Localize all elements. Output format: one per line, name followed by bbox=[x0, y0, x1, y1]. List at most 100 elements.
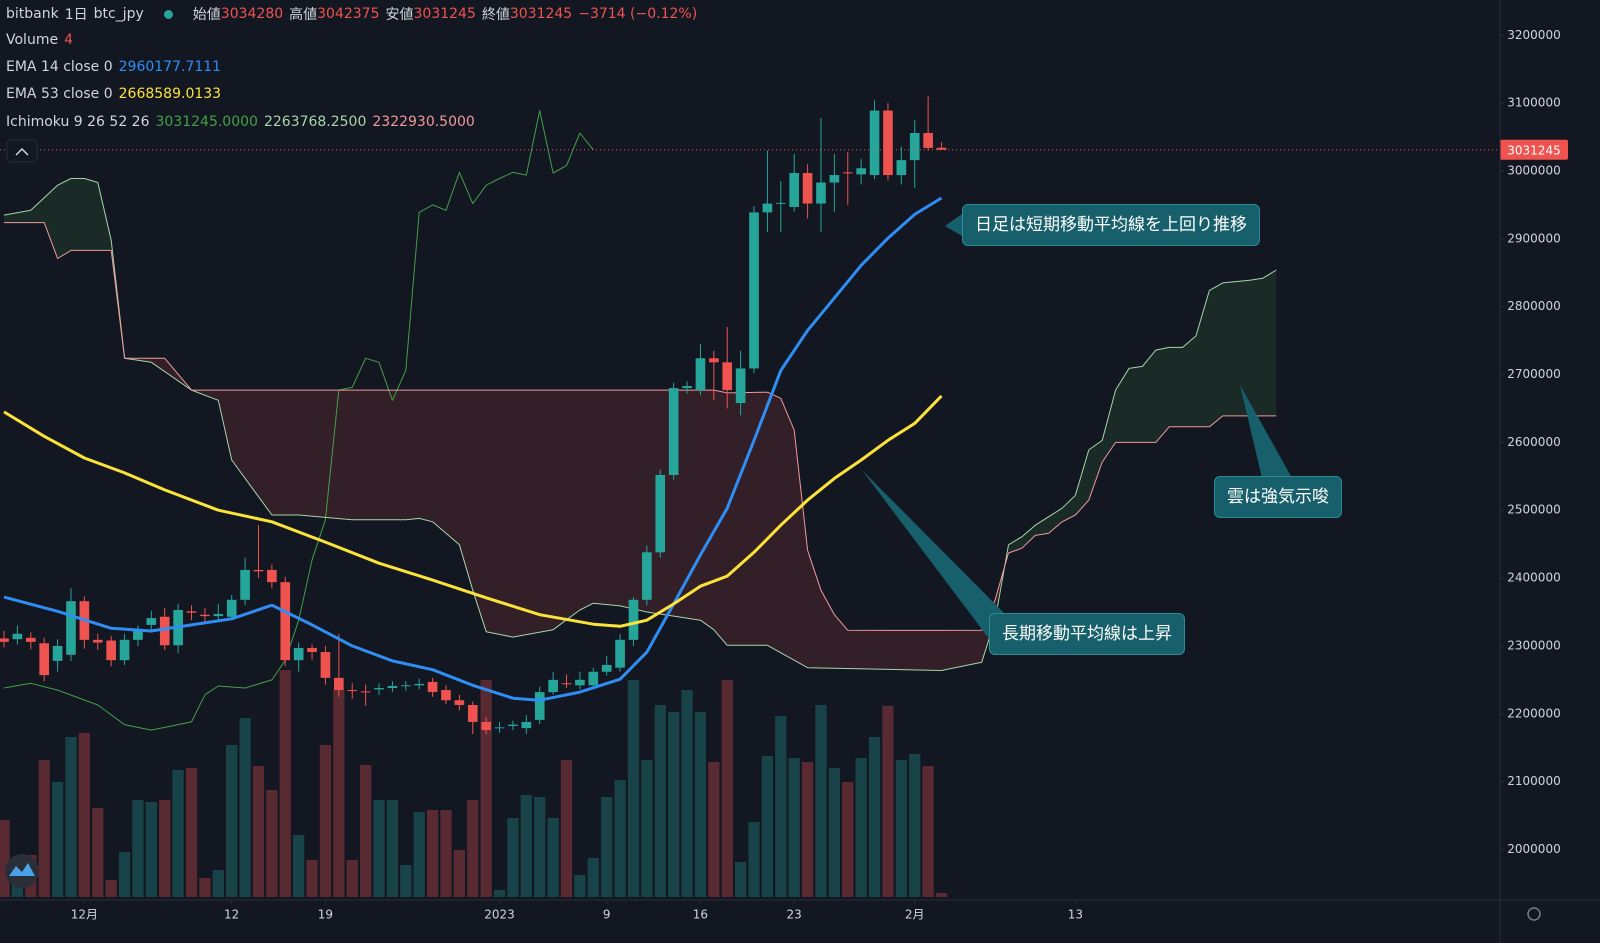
ohlc-value: 3031245 bbox=[509, 6, 573, 22]
legend-value: 2668589.0133 bbox=[118, 86, 222, 102]
candle-body bbox=[896, 160, 907, 176]
annotation: 日足は短期移動平均線を上回り推移 bbox=[962, 204, 1260, 246]
legend-name: EMA 14 close 0 bbox=[6, 59, 113, 75]
candle-body bbox=[668, 388, 679, 475]
candle-body bbox=[521, 721, 532, 729]
volume-bar bbox=[453, 850, 465, 897]
volume-bar bbox=[534, 797, 546, 897]
volume-bar bbox=[252, 766, 265, 897]
x-tick-label: 2023 bbox=[484, 908, 515, 922]
volume-bar bbox=[560, 760, 573, 897]
volume-bar bbox=[935, 893, 948, 897]
candle-body bbox=[467, 704, 478, 722]
change: −3714 (−0.12%) bbox=[578, 6, 698, 22]
volume-bar bbox=[520, 795, 532, 897]
x-tick-label: 23 bbox=[787, 908, 802, 922]
x-tick-label: 12 bbox=[224, 908, 239, 922]
legend-name: Volume bbox=[6, 32, 59, 48]
x-tick-label: 2月 bbox=[905, 908, 925, 922]
candle-body bbox=[414, 683, 425, 686]
y-tick-label: 2900000 bbox=[1507, 231, 1560, 245]
indicator-line bbox=[3, 196, 943, 702]
volume-bar bbox=[185, 768, 198, 897]
volume-bar bbox=[721, 680, 733, 897]
volume-bar bbox=[828, 768, 840, 897]
volume-bar bbox=[145, 802, 157, 897]
volume-bar bbox=[426, 810, 439, 897]
y-tick-label: 2000000 bbox=[1507, 842, 1560, 856]
volume-bar bbox=[641, 760, 653, 897]
candle-body bbox=[615, 639, 625, 668]
candle-body bbox=[588, 671, 599, 686]
logo[interactable] bbox=[5, 854, 39, 888]
legend-ema53: EMA 53 close 0 2668589.0133 bbox=[6, 86, 221, 102]
ohlc-value: 3042375 bbox=[317, 6, 380, 22]
volume-bar bbox=[895, 760, 907, 897]
volume-bar bbox=[51, 782, 64, 897]
collapse-button[interactable] bbox=[6, 139, 38, 163]
callout-pointer bbox=[945, 214, 962, 236]
ohlc-value: 3031245 bbox=[413, 6, 476, 22]
candle-body bbox=[802, 173, 813, 204]
y-tick-label: 2500000 bbox=[1507, 503, 1560, 517]
candle-body bbox=[936, 147, 947, 150]
legend-name: EMA 53 close 0 bbox=[6, 86, 113, 102]
volume-bar bbox=[574, 875, 586, 897]
y-tick-label: 2700000 bbox=[1507, 367, 1560, 381]
legend-name: Ichimoku 9 26 52 26 bbox=[6, 114, 150, 130]
candle-body bbox=[146, 618, 157, 625]
legend-ichimoku: Ichimoku 9 26 52 26 3031245.0000 2263768… bbox=[6, 114, 475, 130]
ohlc-label: 安値 bbox=[385, 7, 414, 23]
volume-bar bbox=[333, 690, 345, 897]
volume-bar bbox=[587, 858, 599, 897]
y-tick-label: 2200000 bbox=[1507, 706, 1560, 720]
volume-bar bbox=[92, 808, 104, 897]
volume-bar bbox=[360, 765, 372, 897]
volume-bar bbox=[440, 810, 452, 897]
volume-bar bbox=[801, 762, 814, 897]
candle-body bbox=[856, 168, 866, 175]
volume-bar bbox=[668, 712, 680, 897]
volume-bar bbox=[78, 733, 90, 897]
y-tick-label: 2100000 bbox=[1507, 774, 1560, 788]
volume-bar bbox=[480, 680, 492, 897]
candle-body bbox=[494, 727, 505, 729]
indicator-line bbox=[3, 110, 594, 731]
candle-body bbox=[561, 683, 572, 685]
volume-bar bbox=[226, 745, 238, 897]
candle-body bbox=[400, 685, 411, 687]
volume-bar bbox=[65, 737, 77, 897]
candle-body bbox=[374, 688, 384, 690]
candle-body bbox=[508, 724, 518, 727]
candle-body bbox=[347, 690, 358, 692]
legend-value: 3031245.0000 bbox=[155, 114, 258, 130]
candle-body bbox=[334, 677, 344, 691]
volume-bar bbox=[212, 870, 224, 897]
candle-body bbox=[548, 679, 558, 693]
candle-body bbox=[293, 647, 304, 661]
volume-bar bbox=[627, 680, 640, 897]
candle-body bbox=[320, 652, 331, 678]
x-tick-label: 9 bbox=[603, 908, 611, 922]
candle-body bbox=[200, 614, 210, 617]
candle-body bbox=[655, 474, 666, 553]
candle-body bbox=[695, 358, 706, 391]
candle-body bbox=[816, 182, 826, 204]
volume-bar bbox=[868, 737, 881, 897]
last-price-box bbox=[1500, 139, 1568, 160]
candle-body bbox=[213, 614, 224, 617]
volume-bar bbox=[614, 780, 626, 897]
volume-bar bbox=[118, 852, 131, 897]
volume-bar bbox=[199, 878, 211, 897]
settings-icon[interactable] bbox=[1527, 907, 1541, 921]
annotation: 雲は強気示唆 bbox=[1214, 476, 1342, 518]
ohlc-value: 3034280 bbox=[220, 6, 284, 22]
legend-value: 2263768.2500 bbox=[263, 114, 367, 130]
volume-bar bbox=[132, 800, 144, 897]
collapse-icon bbox=[15, 147, 29, 156]
candle-body bbox=[735, 368, 746, 404]
candle-body bbox=[575, 679, 585, 686]
